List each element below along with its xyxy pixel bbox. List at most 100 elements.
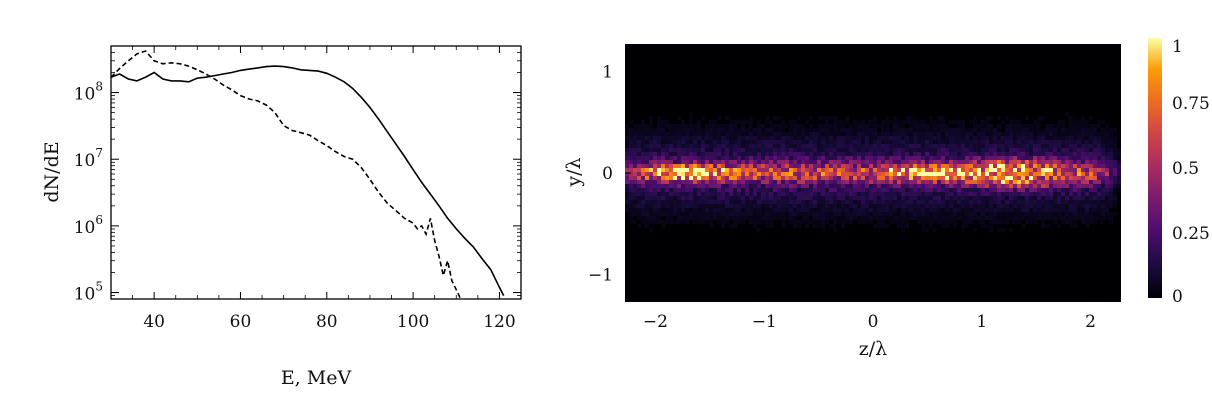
heatmap-cell [1021,192,1025,196]
heatmap-cell [1053,176,1057,180]
heatmap-cell [921,148,925,152]
heatmap-cell [845,176,849,180]
heatmap-cell [909,164,913,168]
heatmap-cell [1053,184,1057,188]
heatmap-cell [657,128,661,132]
heatmap-cell [929,180,933,184]
heatmap-cell [665,188,669,192]
heatmap-cell [765,204,769,208]
heatmap-cell [929,220,933,224]
heatmap-cell [813,200,817,204]
heatmap-cell [913,176,917,180]
heatmap-cell [917,184,921,188]
heatmap-cell [749,164,753,168]
heatmap-cell [713,124,717,128]
heatmap-cell [645,172,649,176]
heatmap-cell [821,224,825,228]
heatmap-cell [649,120,653,124]
heatmap-cell [769,188,773,192]
heatmap-cell [845,152,849,156]
heatmap-cell [1093,164,1097,168]
heatmap-cell [1097,164,1101,168]
heatmap-cell [1081,184,1085,188]
heatmap-cell [977,124,981,128]
heatmap-cell [897,208,901,212]
heatmap-cell [857,160,861,164]
heatmap-cell [733,220,737,224]
heatmap-cell [693,216,697,220]
heatmap-x-tick-label: 1 [976,312,987,332]
heatmap-cell [941,192,945,196]
heatmap-cell [633,220,637,224]
heatmap-cell [685,196,689,200]
heatmap-cell [953,180,957,184]
heatmap-cell [813,160,817,164]
heatmap-cell [733,160,737,164]
heatmap-cell [777,140,781,144]
heatmap-cell [953,156,957,160]
heatmap-cell [821,152,825,156]
heatmap-cell [969,132,973,136]
heatmap-cell [837,192,841,196]
heatmap-cell [777,208,781,212]
heatmap-cell [1089,216,1093,220]
heatmap-cell [661,148,665,152]
heatmap-cell [709,168,713,172]
heatmap-cell [949,140,953,144]
heatmap-cell [701,188,705,192]
heatmap-cell [1049,140,1053,144]
heatmap-cell [1025,148,1029,152]
heatmap-cell [673,184,677,188]
heatmap-cell [929,116,933,120]
heatmap-cell [633,192,637,196]
heatmap-cell [925,212,929,216]
heatmap-cell [1041,172,1045,176]
heatmap-cell [1077,136,1081,140]
heatmap-cell [1017,168,1021,172]
heatmap-cell [745,176,749,180]
heatmap-cell [813,188,817,192]
heatmap-cell [1029,176,1033,180]
heatmap-cell [993,132,997,136]
heatmap-cell [681,188,685,192]
heatmap-cell [765,140,769,144]
heatmap-cell [709,216,713,220]
heatmap-cell [649,228,653,232]
heatmap-cell [1005,208,1009,212]
heatmap-cell [925,140,929,144]
heatmap-cell [1097,216,1101,220]
heatmap-cell [1097,132,1101,136]
heatmap-cell [877,132,881,136]
heatmap-cell [937,172,941,176]
heatmap-cell [817,156,821,160]
heatmap-cell [953,144,957,148]
heatmap-cell [765,156,769,160]
heatmap-cell [713,160,717,164]
heatmap-cell [1081,176,1085,180]
heatmap-cell [837,120,841,124]
heatmap-cell [805,152,809,156]
heatmap-cell [769,144,773,148]
heatmap-cell [1049,216,1053,220]
heatmap-cell [725,136,729,140]
heatmap-cell [913,144,917,148]
heatmap-cell [1065,188,1069,192]
heatmap-cell [729,172,733,176]
heatmap-cell [1037,176,1041,180]
heatmap-cell [789,180,793,184]
heatmap-cell [717,136,721,140]
heatmap-cell [1029,152,1033,156]
heatmap-cell [809,144,813,148]
heatmap-cell [997,156,1001,160]
heatmap-cell [941,180,945,184]
heatmap-cell [957,148,961,152]
heatmap-cell [709,152,713,156]
heatmap-cell [697,172,701,176]
heatmap-cell [649,204,653,208]
heatmap-cell [745,144,749,148]
heatmap-cell [933,192,937,196]
heatmap-cell [1025,180,1029,184]
heatmap-cell [777,164,781,168]
heatmap-cell [977,164,981,168]
